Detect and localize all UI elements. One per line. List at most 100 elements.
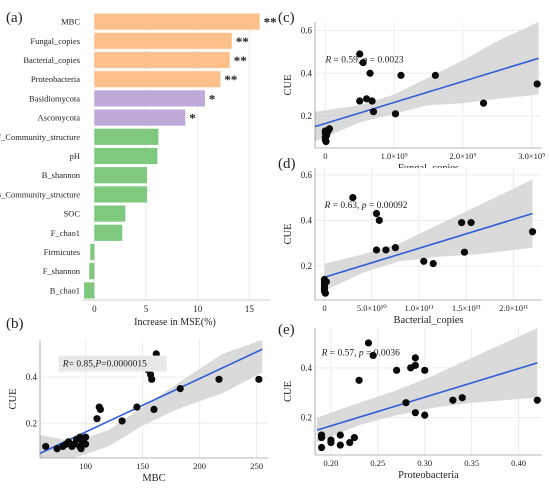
data-point xyxy=(375,216,383,224)
data-point xyxy=(325,125,334,133)
category-label: B_Community_structure xyxy=(0,189,80,199)
data-point xyxy=(421,366,429,374)
y-tick-label: 0.4 xyxy=(301,363,313,373)
annotation-p_value: =0.0000015 xyxy=(101,360,147,370)
y-axis-label: CUE xyxy=(283,381,294,402)
x-tick-label: 0 xyxy=(322,303,326,313)
significance-mark: * xyxy=(209,91,216,106)
data-point xyxy=(467,219,475,227)
data-point xyxy=(118,417,126,425)
category-label: MBC xyxy=(61,17,80,27)
x-tick-label: 0.20 xyxy=(324,458,339,468)
x-tick-label: 5.0×10¹⁰ xyxy=(357,303,387,313)
data-point xyxy=(369,108,378,116)
bar xyxy=(94,32,232,49)
category-label: Proteobacteria xyxy=(31,74,80,84)
panel-a: (a) MBC **Fungal_copies **Bacterial_copies *… xyxy=(0,10,277,328)
panel-e-letter: (e) xyxy=(278,322,295,338)
panel-a-letter: (a) xyxy=(6,10,23,26)
data-point xyxy=(421,411,429,419)
data-point xyxy=(317,431,326,439)
data-point xyxy=(356,50,364,58)
x-tick-label: 150 xyxy=(136,461,149,471)
y-tick-label: 0.4 xyxy=(301,215,313,225)
data-point xyxy=(458,394,466,402)
data-point xyxy=(215,375,223,383)
confidence-band xyxy=(40,340,263,458)
y-axis-label: CUE xyxy=(283,75,294,96)
data-point xyxy=(393,366,401,374)
y-tick-label: 0.2 xyxy=(301,413,312,423)
data-point xyxy=(350,433,358,442)
data-point xyxy=(479,99,488,107)
annotation-box xyxy=(58,355,167,372)
bar xyxy=(94,167,148,184)
bar xyxy=(90,243,95,261)
data-point xyxy=(176,384,184,393)
annotation-p_value: = 0.0023 xyxy=(367,56,403,66)
annotation-p_label: p xyxy=(362,56,368,66)
data-point xyxy=(458,219,466,227)
category-label: SOC xyxy=(63,209,80,219)
annotation-r_value: = 0.59, xyxy=(331,56,362,66)
data-point xyxy=(420,257,428,265)
data-point xyxy=(355,376,363,384)
bar xyxy=(94,205,126,222)
data-point xyxy=(96,405,105,414)
x-tick-label: 0 xyxy=(92,304,97,314)
data-point xyxy=(429,259,437,268)
annotation-r_value: = 0.85, xyxy=(69,360,96,370)
data-point xyxy=(93,415,101,423)
x-tick-label: 1.0×10¹¹ xyxy=(405,303,434,313)
data-point xyxy=(255,375,263,383)
panel-b-letter: (b) xyxy=(6,316,24,332)
category-label: Ascomycota xyxy=(38,113,81,123)
data-point xyxy=(336,441,344,449)
category-label: Basidiomycota xyxy=(29,93,80,103)
data-point xyxy=(82,440,90,448)
bar xyxy=(94,109,186,126)
data-point xyxy=(77,445,85,453)
category-label: B_chao1 xyxy=(50,285,80,295)
category-label: F_Community_structure xyxy=(0,132,80,142)
y-tick-label: 0.6 xyxy=(301,170,313,180)
data-point xyxy=(148,375,156,383)
x-tick-label: 1.5×10¹¹ xyxy=(452,303,481,313)
x-tick-label: 10 xyxy=(193,304,203,314)
significance-mark: ** xyxy=(264,15,277,30)
data-point xyxy=(533,396,541,404)
data-point xyxy=(369,351,377,359)
data-point xyxy=(364,339,373,347)
correlation-annotation: R = 0.59, p = 0.0023 xyxy=(324,56,404,66)
annotation-r_label: R xyxy=(62,360,69,370)
y-tick-label: 0.2 xyxy=(26,418,37,428)
bar xyxy=(94,13,260,30)
bar xyxy=(84,282,95,299)
data-point xyxy=(82,433,90,441)
x-axis-label: MBC xyxy=(142,473,165,484)
y-tick-label: 0.6 xyxy=(301,26,313,36)
x-tick-label: 1.0×10⁹ xyxy=(381,151,408,161)
data-point xyxy=(53,445,61,453)
x-axis-label: Proteobacteria xyxy=(398,470,459,481)
x-tick-label: 0.30 xyxy=(417,458,432,468)
y-axis-label: CUE xyxy=(283,224,294,245)
panel-d: (d) 0.2 0.4 0.6 0 5.0×10¹⁰ 1.0×10¹¹ 1.5×10¹¹ 2.0… xyxy=(278,156,542,326)
x-tick-label: 0.25 xyxy=(370,458,385,468)
data-point xyxy=(327,436,335,444)
annotation-r_label: R xyxy=(324,56,331,66)
data-point xyxy=(359,58,367,67)
x-tick-label: 0.35 xyxy=(464,458,479,468)
annotation-p_label: P xyxy=(94,360,101,370)
data-point xyxy=(150,405,158,414)
data-point xyxy=(336,431,344,439)
data-point xyxy=(411,409,419,417)
bar xyxy=(94,186,148,203)
y-axis-label: CUE xyxy=(8,389,19,410)
data-point xyxy=(372,246,381,254)
data-point xyxy=(133,403,141,411)
x-tick-label: 100 xyxy=(79,461,92,471)
x-tick-label: 2.0×10⁹ xyxy=(449,151,476,161)
annotation-r_value: = 0.63, xyxy=(330,201,361,211)
x-tick-label: 0 xyxy=(323,151,327,161)
